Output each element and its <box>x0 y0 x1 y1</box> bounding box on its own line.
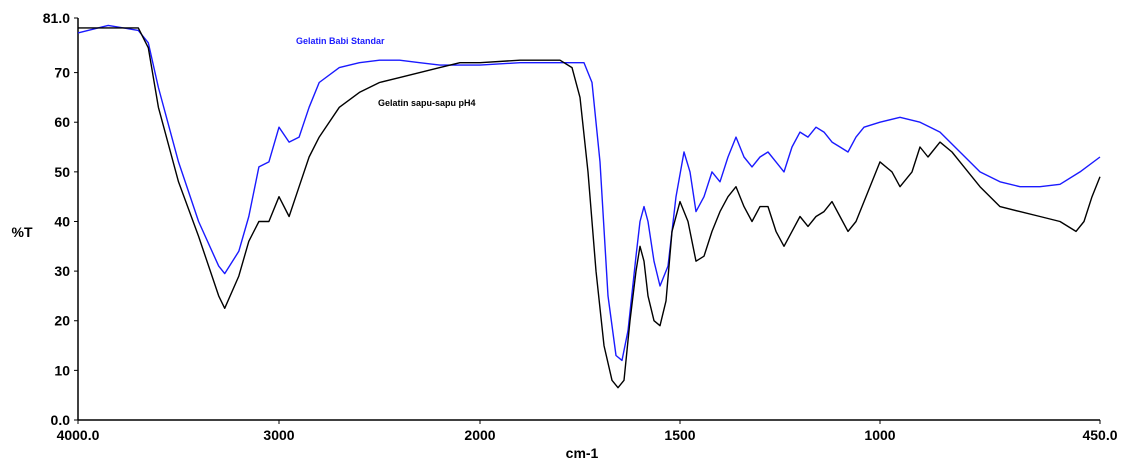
y-axis-title: %T <box>12 224 33 240</box>
axes <box>77 18 1100 421</box>
y-tick-label: 10 <box>54 362 70 378</box>
y-tick-label: 20 <box>54 313 70 329</box>
y-tick-label: 0.0 <box>51 412 71 428</box>
x-axis-title: cm-1 <box>566 445 599 460</box>
y-ticks: 0.0 10 20 30 40 50 60 70 81.0 <box>43 10 78 428</box>
x-tick-label: 1000 <box>864 427 895 443</box>
y-tick-label: 70 <box>54 65 70 81</box>
y-tick-label: 50 <box>54 164 70 180</box>
y-tick-label: 40 <box>54 213 70 229</box>
series-lines <box>77 24 1101 389</box>
legend-label-sapu-sapu: Gelatin sapu-sapu pH4 <box>378 98 476 108</box>
legend-label-babi-standar: Gelatin Babi Standar <box>296 36 385 46</box>
x-tick-label: 3000 <box>263 427 294 443</box>
x-tick-label: 450.0 <box>1082 427 1117 443</box>
x-tick-label: 1500 <box>664 427 695 443</box>
series-line-babi-standar <box>77 24 1101 362</box>
y-tick-label: 81.0 <box>43 10 70 26</box>
y-tick-label: 30 <box>54 263 70 279</box>
x-ticks: 4000.0 3000 2000 1500 1000 450.0 <box>57 420 1118 443</box>
y-tick-label: 60 <box>54 114 70 130</box>
x-tick-label: 2000 <box>464 427 495 443</box>
x-tick-label: 4000.0 <box>57 427 100 443</box>
series-line-sapu-sapu <box>78 27 1101 389</box>
